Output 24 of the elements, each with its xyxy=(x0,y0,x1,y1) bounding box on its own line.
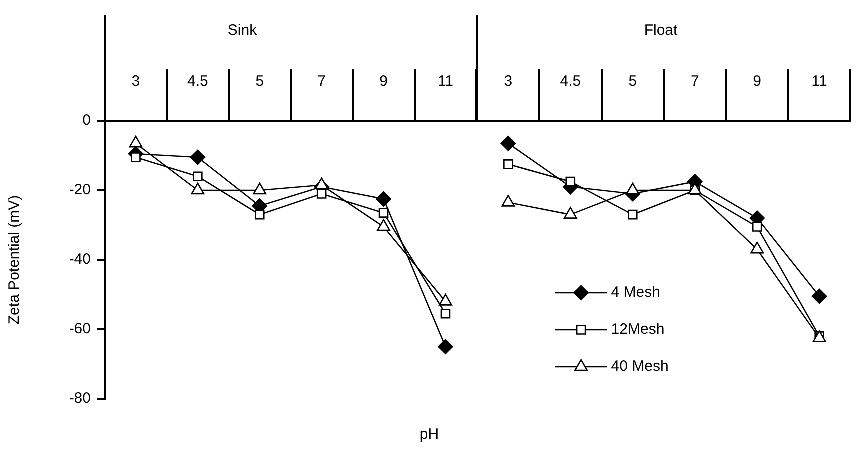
chart-title: Float xyxy=(644,22,678,40)
legend-label: 4 Mesh xyxy=(611,284,661,302)
legend-label: 12Mesh xyxy=(611,321,665,338)
x-tick-label: 7 xyxy=(318,73,326,90)
x-tick-label: 3 xyxy=(132,73,140,90)
y-tick-label: 0 xyxy=(82,112,91,130)
x-tick-label: 5 xyxy=(628,73,638,90)
x-tick-label: 3 xyxy=(504,73,513,90)
x-axis-title: pH xyxy=(418,426,440,443)
chart-title: Sink xyxy=(228,22,258,40)
y-tick-label: -80 xyxy=(69,390,91,408)
y-tick-label: -60 xyxy=(69,320,91,338)
x-tick-label: 4.5 xyxy=(187,73,208,90)
x-tick-label: 11 xyxy=(812,73,828,90)
x-tick-label: 7 xyxy=(690,73,700,90)
x-tick-label: 11 xyxy=(438,73,454,90)
x-tick-label: 9 xyxy=(380,73,388,90)
x-tick-label: 5 xyxy=(256,73,264,90)
x-tick-label: 4.5 xyxy=(560,73,582,90)
y-axis-title: Zeta Potential (mV) xyxy=(6,195,24,325)
y-tick-label: -20 xyxy=(69,182,91,199)
y-tick-label: -40 xyxy=(69,251,91,268)
x-tick-label: 9 xyxy=(753,73,762,90)
legend-label: 40 Mesh xyxy=(611,358,669,376)
